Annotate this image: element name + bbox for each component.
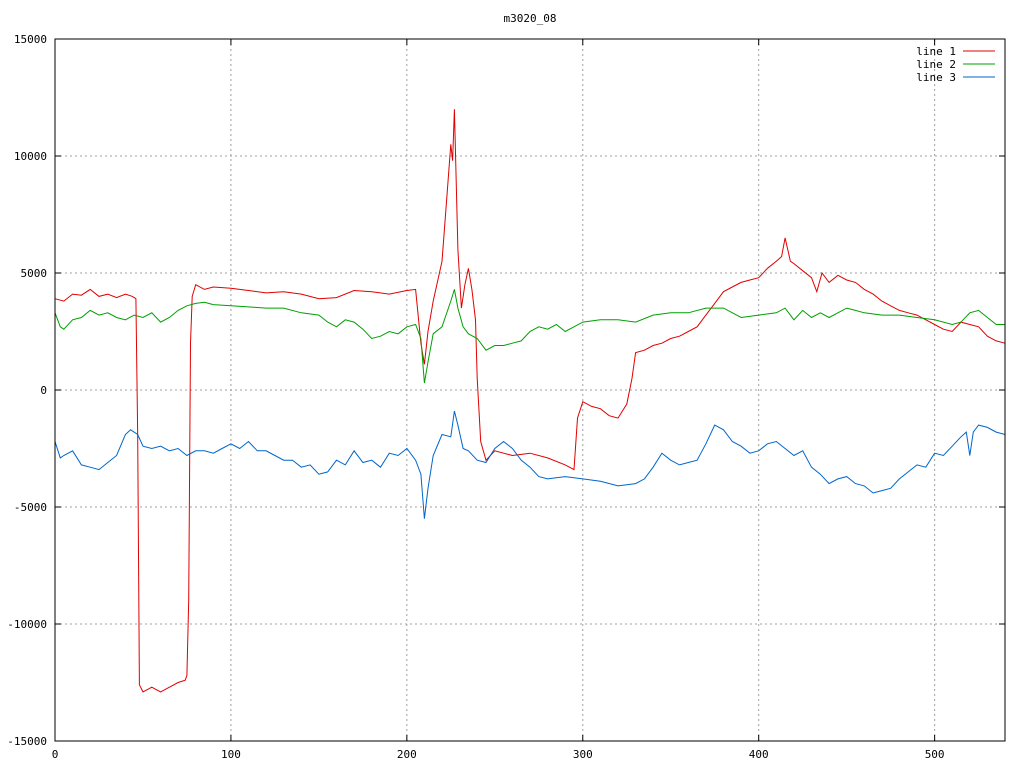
legend-label-line-3: line 3: [916, 71, 956, 84]
x-tick-label: 400: [749, 748, 769, 761]
chart-title: m3020_08: [504, 12, 557, 25]
x-tick-label: 100: [221, 748, 241, 761]
axis-ticks: 0 100 200 300 400 500 -15000 -10000 -5000 0 5000 10…: [7, 33, 1005, 761]
y-tick-label: 10000: [14, 150, 47, 163]
x-tick-label: 300: [573, 748, 593, 761]
y-tick-label: -10000: [7, 618, 47, 631]
y-tick-label: 15000: [14, 33, 47, 46]
y-tick-label: 0: [40, 384, 47, 397]
series-line-1: [54, 109, 1006, 693]
x-tick-label: 500: [925, 748, 945, 761]
y-tick-label: -15000: [7, 735, 47, 748]
y-tick-label: 5000: [21, 267, 48, 280]
grid: [55, 39, 1005, 741]
series-line-3: [54, 410, 1006, 519]
y-tick-label: -5000: [14, 501, 47, 514]
legend-label-line-1: line 1: [916, 45, 956, 58]
series-line-2: [54, 289, 1005, 384]
x-tick-label: 0: [52, 748, 59, 761]
x-tick-label: 200: [397, 748, 417, 761]
series-group: [54, 109, 1006, 693]
legend-label-line-2: line 2: [916, 58, 956, 71]
